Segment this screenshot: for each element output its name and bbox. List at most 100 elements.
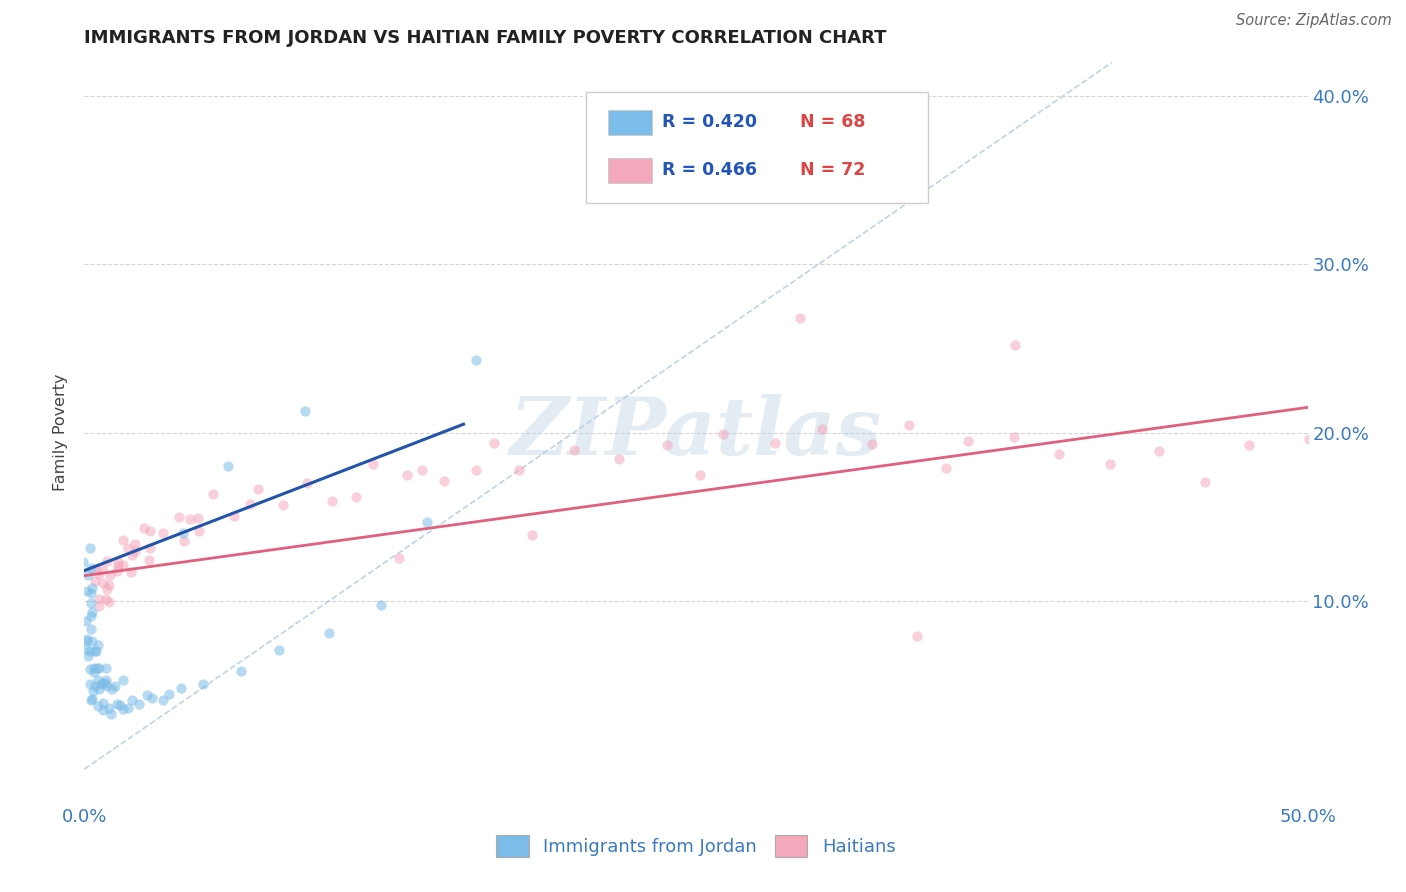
Point [82,692,104,706]
Point [1002,430,1025,444]
Point [111,673,134,688]
Point [222,509,245,524]
Point [121,548,143,562]
Point [65,575,87,590]
Point [80,581,103,595]
Point [86,644,108,658]
Point [83,665,105,679]
Point [187,511,209,525]
Point [80,560,103,574]
Point [1194,475,1216,490]
Point [173,533,195,548]
Point [508,463,530,477]
Point [811,422,834,436]
Point [141,691,163,706]
Point [80,609,103,624]
Point [121,692,143,706]
Point [124,537,146,551]
Point [860,437,883,451]
Point [75,641,97,656]
Point [96,582,118,597]
Point [522,528,544,542]
Point [482,435,505,450]
Point [87,698,110,713]
Point [87,661,110,675]
Point [87,638,110,652]
Point [135,688,157,702]
Point [91,675,114,690]
Point [689,468,711,483]
Point [138,541,160,555]
Point [89,682,111,697]
Point [321,494,343,508]
Point [82,683,104,698]
Point [172,526,194,541]
Point [411,463,433,477]
Point [191,676,214,690]
Point [246,483,269,497]
Point [1237,437,1260,451]
Point [76,632,98,646]
Point [94,673,117,688]
Point [957,434,980,449]
Point [80,586,103,600]
Point [117,701,139,715]
Point [388,551,411,566]
Point [111,533,134,548]
Point [179,512,201,526]
Point [91,703,114,717]
Point [96,680,118,694]
Point [152,525,174,540]
Point [91,562,114,576]
FancyBboxPatch shape [586,92,928,203]
Point [94,660,117,674]
Point [763,436,786,450]
Point [87,567,110,582]
Point [267,643,290,657]
Point [83,660,105,674]
Point [318,626,340,640]
Point [79,596,101,610]
Point [188,524,211,539]
Point [108,698,131,712]
Point [76,583,98,598]
Point [138,552,160,566]
Point [79,644,101,658]
Point [1298,432,1320,446]
Point [86,661,108,675]
Text: R = 0.420: R = 0.420 [662,112,756,130]
Point [96,554,118,568]
Point [101,682,124,697]
Point [1147,444,1170,458]
Point [84,644,107,658]
Point [80,633,103,648]
Point [91,696,114,710]
Point [295,476,318,491]
Point [657,438,679,452]
Point [897,417,920,432]
Point [87,599,110,614]
Point [117,541,139,556]
Y-axis label: Family Poverty: Family Poverty [53,374,69,491]
Point [396,468,419,483]
Point [98,577,121,591]
Point [562,443,585,458]
Point [112,558,135,572]
Point [711,427,734,442]
Point [84,679,107,693]
Point [79,677,101,691]
Point [120,565,142,579]
Point [239,497,262,511]
Point [124,544,146,558]
Point [84,574,107,588]
Point [105,697,128,711]
Point [105,564,128,578]
Point [271,498,294,512]
Point [98,568,121,582]
Text: N = 72: N = 72 [800,161,865,178]
Point [72,555,94,569]
Point [935,461,957,475]
Legend: Immigrants from Jordan, Haitians: Immigrants from Jordan, Haitians [489,828,903,864]
Point [433,474,456,488]
Point [157,687,180,701]
